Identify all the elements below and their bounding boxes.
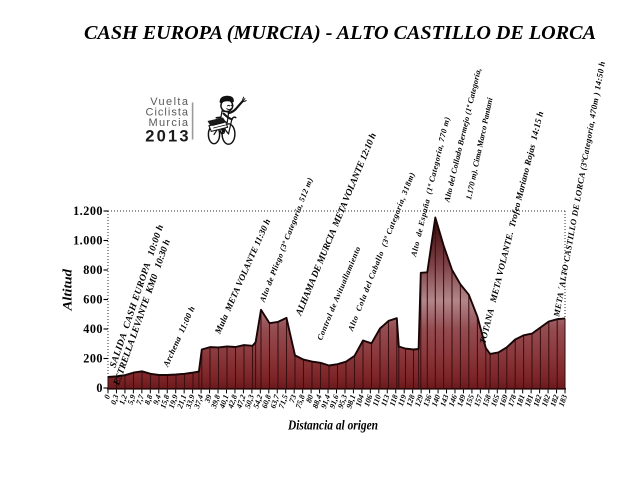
svg-text:8,8: 8,8 xyxy=(143,393,155,405)
svg-text:149: 149 xyxy=(455,393,467,407)
svg-text:19,9: 19,9 xyxy=(167,393,180,409)
svg-text:0: 0 xyxy=(96,381,103,395)
svg-text:157: 157 xyxy=(472,393,485,408)
svg-text:129: 129 xyxy=(413,393,425,407)
svg-text:128: 128 xyxy=(404,393,416,407)
svg-text:0: 0 xyxy=(102,393,112,400)
svg-text:54,2: 54,2 xyxy=(251,393,264,409)
svg-text:15,8: 15,8 xyxy=(158,393,171,409)
svg-text:169: 169 xyxy=(497,393,509,407)
svg-text:110: 110 xyxy=(371,393,383,407)
svg-text:182: 182 xyxy=(540,393,552,407)
svg-text:1.000: 1.000 xyxy=(73,233,103,247)
svg-text:155: 155 xyxy=(464,393,476,407)
svg-text:136: 136 xyxy=(421,393,433,407)
svg-text:182: 182 xyxy=(531,393,543,407)
svg-text:182: 182 xyxy=(548,393,560,407)
svg-text:7,7: 7,7 xyxy=(134,393,146,406)
svg-text:50,3: 50,3 xyxy=(243,393,256,409)
svg-text:91,6: 91,6 xyxy=(328,393,341,409)
svg-text:800: 800 xyxy=(83,263,103,277)
svg-text:Vuelta: Vuelta xyxy=(150,96,189,108)
svg-text:0,3: 0,3 xyxy=(109,393,121,405)
svg-text:Distancia al origen: Distancia al origen xyxy=(287,419,378,434)
svg-text:1,2: 1,2 xyxy=(117,393,129,405)
svg-text:183: 183 xyxy=(557,393,569,407)
svg-text:140: 140 xyxy=(430,393,442,407)
svg-text:400: 400 xyxy=(83,322,103,336)
svg-text:98,1: 98,1 xyxy=(345,393,358,409)
svg-text:600: 600 xyxy=(83,292,103,306)
svg-text:60,8: 60,8 xyxy=(260,393,273,409)
svg-text:9,4: 9,4 xyxy=(151,393,163,405)
svg-text:113: 113 xyxy=(379,393,391,407)
svg-text:91,4: 91,4 xyxy=(319,393,332,409)
svg-text:80: 80 xyxy=(304,393,315,403)
svg-text:95,3: 95,3 xyxy=(336,393,349,409)
svg-text:118: 118 xyxy=(388,393,400,407)
svg-text:5,9: 5,9 xyxy=(126,393,138,405)
svg-text:146: 146 xyxy=(447,393,459,407)
svg-text:Ciclista: Ciclista xyxy=(146,107,189,119)
svg-text:165: 165 xyxy=(489,393,501,407)
svg-text:39: 39 xyxy=(202,393,213,404)
svg-text:Murcia: Murcia xyxy=(149,117,189,129)
svg-text:178: 178 xyxy=(506,393,518,407)
svg-text:1.200: 1.200 xyxy=(73,204,103,218)
svg-text:181: 181 xyxy=(523,393,535,407)
svg-text:73: 73 xyxy=(287,393,298,403)
svg-text:200: 200 xyxy=(83,351,103,365)
svg-text:88,4: 88,4 xyxy=(311,393,324,409)
svg-text:181: 181 xyxy=(514,393,526,407)
svg-text:119: 119 xyxy=(396,393,408,407)
svg-text:106: 106 xyxy=(362,393,374,407)
svg-text:143: 143 xyxy=(438,393,450,407)
svg-text:CASH EUROPA (MURCIA) - ALTO CA: CASH EUROPA (MURCIA) - ALTO CASTILLO DE … xyxy=(84,22,596,44)
svg-text:71,5: 71,5 xyxy=(277,393,290,409)
svg-text:104: 104 xyxy=(354,393,366,407)
svg-text:Altitud: Altitud xyxy=(60,268,75,311)
svg-text:158: 158 xyxy=(481,393,493,407)
svg-text:75,8: 75,8 xyxy=(294,393,307,409)
